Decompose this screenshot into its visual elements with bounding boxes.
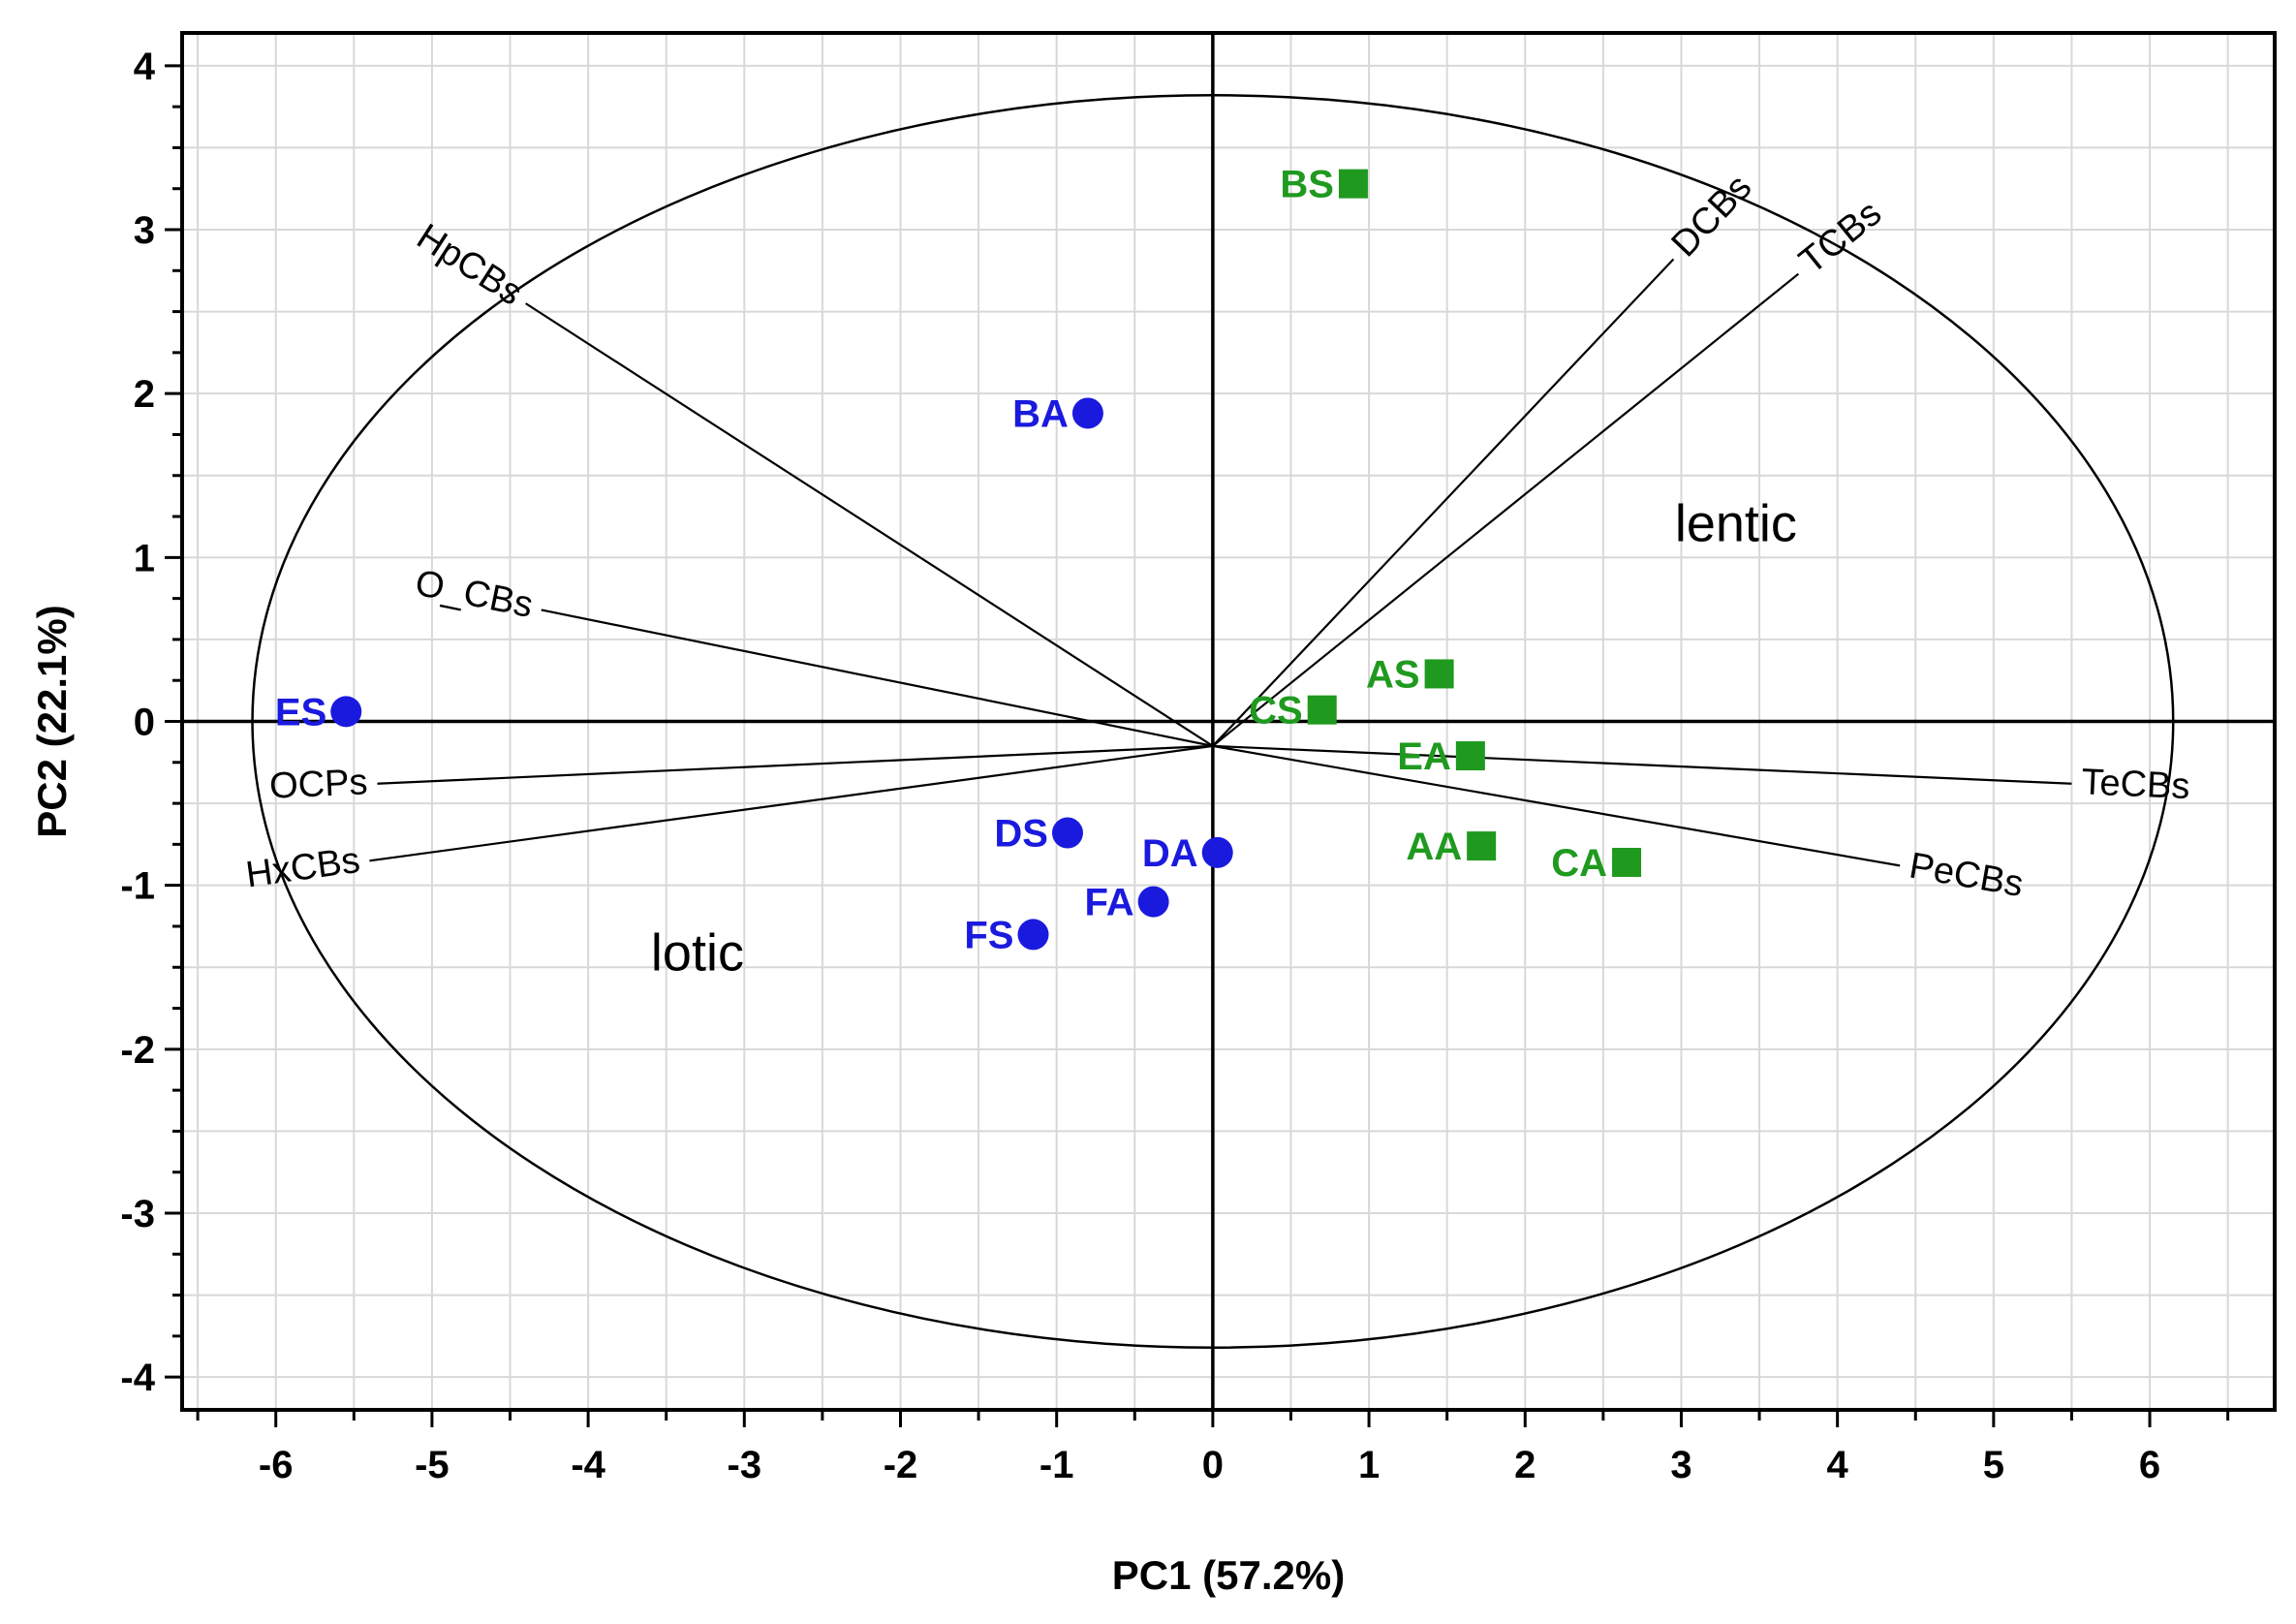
x-tick-label: 4 bbox=[1827, 1444, 1849, 1486]
point-label-ds: DS bbox=[994, 813, 1048, 856]
y-tick-label: -4 bbox=[120, 1357, 155, 1399]
point-label-da: DA bbox=[1142, 832, 1198, 875]
x-tick-label: -6 bbox=[259, 1444, 294, 1486]
point-es bbox=[330, 696, 362, 728]
point-label-aa: AA bbox=[1406, 826, 1462, 868]
x-axis-title: PC1 (57.2%) bbox=[1112, 1552, 1345, 1598]
x-tick-label: -5 bbox=[415, 1444, 450, 1486]
point-label-ba: BA bbox=[1012, 392, 1069, 435]
loading-label-ocps: OCPs bbox=[268, 762, 368, 807]
x-tick-label: 1 bbox=[1358, 1444, 1380, 1486]
y-tick-label: -2 bbox=[120, 1029, 155, 1072]
y-tick-label: 3 bbox=[134, 209, 155, 252]
point-fs bbox=[1017, 919, 1049, 951]
loading-label-dcbs: DCBs bbox=[1664, 167, 1760, 265]
loading-line-hpcbs bbox=[525, 302, 1214, 747]
loading-label-hpcbs: HpCBs bbox=[410, 216, 530, 313]
region-label-lotic: lotic bbox=[651, 924, 744, 983]
correlation-circle bbox=[251, 94, 2175, 1349]
point-ea bbox=[1455, 741, 1485, 771]
x-tick-label: 5 bbox=[1983, 1444, 2004, 1486]
point-da bbox=[1201, 836, 1233, 868]
loading-line-dcbs bbox=[1212, 258, 1675, 747]
loading-line-o-cbs bbox=[541, 609, 1214, 747]
point-ca bbox=[1612, 847, 1642, 877]
point-label-es: ES bbox=[275, 691, 326, 734]
loading-line-pecbs bbox=[1212, 744, 1901, 867]
region-annotations: lentic lotic bbox=[651, 494, 1797, 982]
x-tick-label: -4 bbox=[571, 1444, 605, 1486]
point-fa bbox=[1137, 886, 1169, 918]
y-tick-label: -1 bbox=[120, 865, 155, 908]
loading-line-tecbs bbox=[1212, 744, 2072, 785]
axis-ticks: -6 -5 -4 -3 -2 -1 0 1 2 3 4 5 6 -4 -3 -2 -1 0 1 2 3 4 bbox=[120, 46, 2230, 1486]
x-tick-label: 2 bbox=[1514, 1444, 1536, 1486]
y-tick-label: -3 bbox=[120, 1193, 155, 1235]
point-label-bs: BS bbox=[1280, 164, 1334, 206]
y-tick-label: 1 bbox=[134, 537, 155, 579]
point-aa bbox=[1467, 831, 1497, 861]
point-label-fa: FA bbox=[1085, 882, 1134, 924]
correlation-ellipse bbox=[251, 94, 2175, 1349]
y-axis-title: PC2 (22.1%) bbox=[29, 605, 75, 837]
point-as bbox=[1424, 659, 1454, 689]
loading-label-tecbs: TeCBs bbox=[2081, 762, 2191, 807]
loading-line-ocps bbox=[377, 744, 1213, 785]
region-label-lentic: lentic bbox=[1675, 494, 1797, 552]
point-bs bbox=[1338, 169, 1368, 199]
x-tick-label: 6 bbox=[2139, 1444, 2160, 1486]
point-label-as: AS bbox=[1366, 653, 1420, 696]
y-tick-label: 2 bbox=[134, 373, 155, 416]
x-tick-label: 0 bbox=[1202, 1444, 1224, 1486]
point-label-ea: EA bbox=[1397, 735, 1451, 778]
point-label-cs: CS bbox=[1249, 690, 1303, 733]
x-tick-label: -3 bbox=[728, 1444, 762, 1486]
loading-label-hxcbs: HxCBs bbox=[243, 840, 362, 896]
zero-axes bbox=[182, 33, 2275, 1410]
loading-label-o-cbs: O_CBs bbox=[412, 563, 536, 626]
x-tick-label: -2 bbox=[884, 1444, 918, 1486]
point-ba bbox=[1071, 397, 1103, 429]
point-label-fs: FS bbox=[964, 914, 1013, 956]
x-tick-label: -1 bbox=[1039, 1444, 1074, 1486]
point-label-ca: CA bbox=[1551, 842, 1607, 885]
x-tick-label: 3 bbox=[1670, 1444, 1691, 1486]
y-tick-label: 0 bbox=[134, 702, 155, 744]
y-tick-label: 4 bbox=[134, 46, 156, 88]
loading-label-pecbs: PeCBs bbox=[1907, 845, 2027, 905]
point-ds bbox=[1051, 817, 1083, 849]
point-cs bbox=[1307, 695, 1337, 725]
loading-line-tcbs bbox=[1212, 272, 1800, 747]
loading-line-hxcbs bbox=[369, 744, 1214, 862]
